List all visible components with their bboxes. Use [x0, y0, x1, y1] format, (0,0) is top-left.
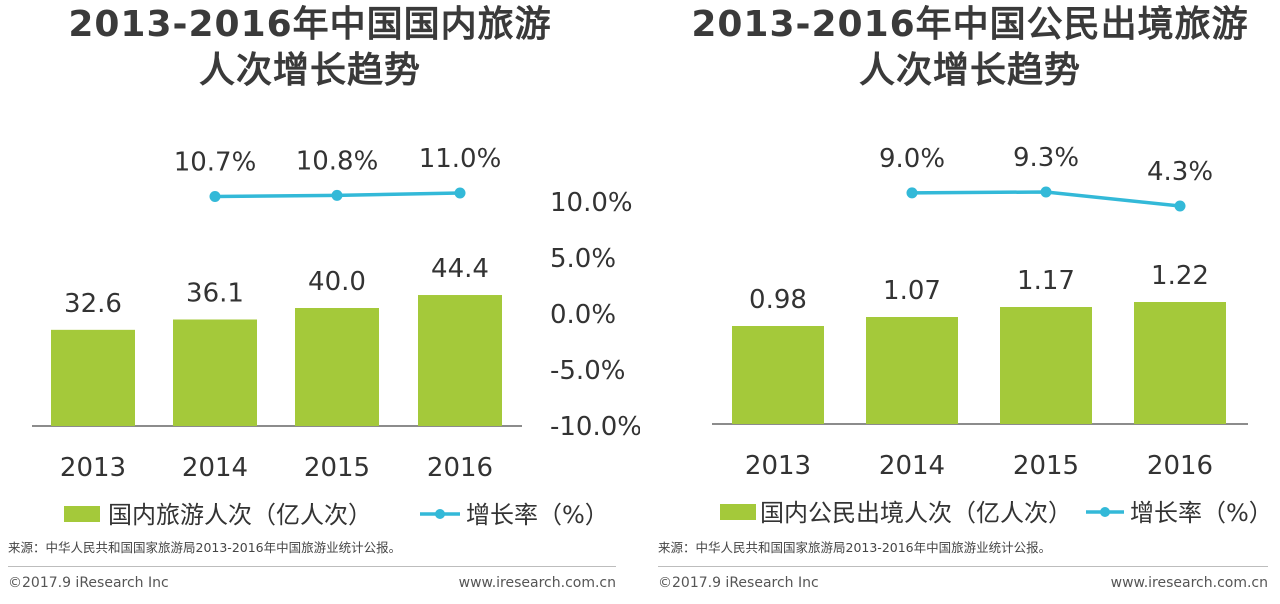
y2-tick-label: 10.0%	[550, 188, 633, 218]
category-label: 2015	[304, 453, 370, 483]
y2-tick-label: -5.0%	[550, 356, 625, 386]
bar-value-label: 1.07	[883, 276, 941, 306]
chart-title-line2: 人次增长趋势	[198, 50, 421, 91]
chart-title: 2013-2016年中国国内旅游 人次增长趋势	[30, 2, 590, 94]
growth-rate-point-2015	[331, 189, 343, 201]
legend-line-label: 增长率（%）	[466, 501, 609, 529]
bar-value-label: 1.22	[1151, 261, 1209, 291]
right-chart-panel: 2013-2016年中国公民出境旅游 人次增长趋势 0.98 2013 1.07 20…	[640, 0, 1280, 604]
growth-rate-label: 4.3%	[1147, 157, 1213, 187]
bar-2014	[866, 317, 958, 424]
growth-rate-point-2014	[209, 191, 221, 202]
legend-bar-swatch	[64, 506, 100, 522]
chart-title: 2013-2016年中国公民出境旅游 人次增长趋势	[680, 2, 1260, 94]
chart-title-line1: 2013-2016年中国公民出境旅游	[691, 4, 1249, 45]
growth-rate-label: 9.0%	[879, 144, 945, 174]
copyright: ©2017.9 iResearch Inc	[8, 575, 169, 591]
bar-value-label: 0.98	[749, 285, 807, 315]
growth-rate-label: 11.0%	[419, 144, 502, 174]
bar-2015	[295, 308, 379, 426]
bar-2016	[1134, 302, 1226, 424]
legend-bar-label: 国内旅游人次（亿人次）	[108, 501, 372, 529]
bar-value-label: 44.4	[431, 254, 489, 284]
legend-line-label: 增长率（%）	[1130, 499, 1273, 527]
footer-divider	[658, 566, 1268, 567]
category-label: 2013	[60, 453, 126, 483]
source-note: 来源：中华人民共和国国家旅游局2013-2016年中国旅游业统计公报。	[658, 540, 1052, 555]
legend-line-marker	[1100, 507, 1110, 517]
source-note: 来源：中华人民共和国国家旅游局2013-2016年中国旅游业统计公报。	[8, 540, 402, 555]
bar-2015	[1000, 307, 1092, 424]
website-link[interactable]: www.iresearch.com.cn	[458, 575, 616, 591]
category-label: 2016	[427, 453, 493, 483]
outbound-tourism-chart: 0.98 2013 1.07 2014 1.17 2015 1.22 2016 9.0% 9.3%…	[712, 143, 1273, 527]
y2-tick-label: 5.0%	[550, 244, 616, 274]
bar-value-label: 32.6	[64, 289, 122, 319]
legend-bar-swatch	[720, 504, 756, 520]
category-label: 2013	[745, 451, 811, 481]
chart-title-line2: 人次增长趋势	[858, 50, 1081, 91]
growth-rate-label: 10.8%	[296, 146, 379, 176]
y2-tick-label: 0.0%	[550, 300, 616, 330]
website-link[interactable]: www.iresearch.com.cn	[1110, 575, 1268, 591]
growth-rate-label: 10.7%	[174, 148, 257, 178]
copyright: ©2017.9 iResearch Inc	[658, 575, 819, 591]
chart-title-line1: 2013-2016年中国国内旅游	[68, 4, 552, 45]
footer-divider	[8, 566, 616, 567]
bar-2013	[732, 326, 824, 424]
legend-line-marker	[435, 509, 445, 519]
legend-bar-label: 国内公民出境人次（亿人次）	[760, 499, 1072, 527]
bar-value-label: 1.17	[1017, 266, 1075, 296]
left-chart-panel: 2013-2016年中国国内旅游 人次增长趋势 32.6 2013 36.1 2014…	[8, 2, 640, 591]
category-label: 2016	[1147, 451, 1213, 481]
category-label: 2014	[879, 451, 945, 481]
growth-rate-point-2014	[906, 187, 918, 199]
bar-value-label: 36.1	[186, 279, 244, 309]
bar-2016	[418, 295, 502, 426]
growth-rate-point-2016	[1174, 200, 1186, 212]
y2-tick-label: -10.0%	[550, 412, 640, 442]
domestic-tourism-chart: 32.6 2013 36.1 2014 40.0 2015 44.4 2016 10.7% 10.…	[32, 144, 640, 529]
bar-value-label: 40.0	[308, 267, 366, 297]
growth-rate-point-2015	[1040, 186, 1052, 198]
category-label: 2014	[182, 453, 248, 483]
bar-2013	[51, 329, 135, 426]
category-label: 2015	[1013, 451, 1079, 481]
growth-rate-point-2016	[454, 187, 466, 199]
growth-rate-label: 9.3%	[1013, 143, 1079, 173]
bar-2014	[173, 319, 257, 426]
